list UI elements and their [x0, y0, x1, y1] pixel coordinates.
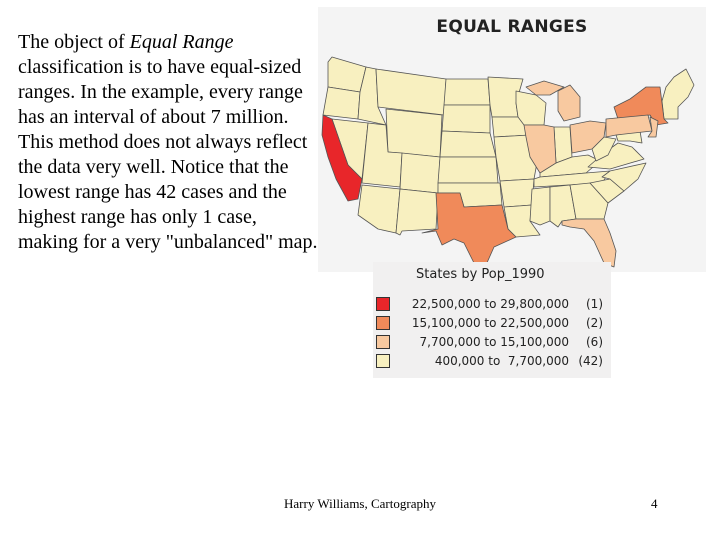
legend-range: 15,100,000 to 22,500,000 [411, 316, 569, 330]
state-arizona [357, 184, 401, 234]
state-colorado [399, 152, 441, 194]
state-michigan-lower [557, 84, 581, 122]
legend-swatch [376, 316, 390, 330]
page-number: 4 [651, 496, 658, 511]
legend-range: 7,700,000 to 15,100,000 [419, 335, 569, 349]
map-legend: States by Pop_1990 22,500,000 to 29,800,… [373, 262, 611, 378]
state-nebraska [439, 130, 497, 158]
state-kansas [437, 156, 499, 184]
state-mississippi [529, 186, 551, 226]
legend-range: 400,000 to 7,700,000 [434, 354, 569, 368]
legend-row: 400,000 to 7,700,000 (42) [376, 352, 608, 370]
state-pennsylvania [605, 114, 653, 138]
body-text-rest: classification is to have equal-sized ra… [18, 56, 318, 253]
state-oregon [322, 86, 361, 120]
legend-swatch [376, 297, 390, 311]
state-georgia [569, 182, 609, 220]
legend-swatch [376, 354, 390, 368]
state-illinois [523, 124, 557, 174]
state-south-dakota [441, 104, 491, 134]
legend-count: (2) [586, 316, 603, 330]
us-choropleth-map [318, 7, 706, 272]
map-title: EQUAL RANGES [436, 17, 588, 37]
legend-range: 22,500,000 to 29,800,000 [411, 297, 569, 311]
body-text-term: Equal Range [129, 31, 234, 53]
state-north-carolina [601, 162, 647, 192]
legend-row: 7,700,000 to 15,100,000 (6) [376, 333, 608, 351]
slide-footer: Harry Williams, Cartography [284, 496, 436, 511]
state-north-dakota [443, 78, 491, 106]
body-text: The object of Equal Range classification… [18, 30, 318, 255]
state-new-mexico [395, 188, 439, 236]
legend-row: 22,500,000 to 29,800,000 (1) [376, 295, 608, 313]
map-panel: EQUAL RANGES [318, 7, 706, 272]
legend-count: (6) [586, 335, 603, 349]
legend-title: States by Pop_1990 [416, 267, 545, 282]
state-california [321, 114, 363, 202]
state-new-jersey [647, 116, 659, 138]
legend-row: 15,100,000 to 22,500,000 (2) [376, 314, 608, 332]
state-arkansas [499, 178, 535, 208]
legend-count: (42) [578, 354, 603, 368]
body-text-intro: The object of [18, 31, 130, 53]
state-wyoming [385, 108, 443, 158]
state-michigan-upper [525, 80, 565, 96]
state-ohio [569, 120, 607, 154]
legend-swatch [376, 335, 390, 349]
legend-count: (1) [586, 297, 603, 311]
